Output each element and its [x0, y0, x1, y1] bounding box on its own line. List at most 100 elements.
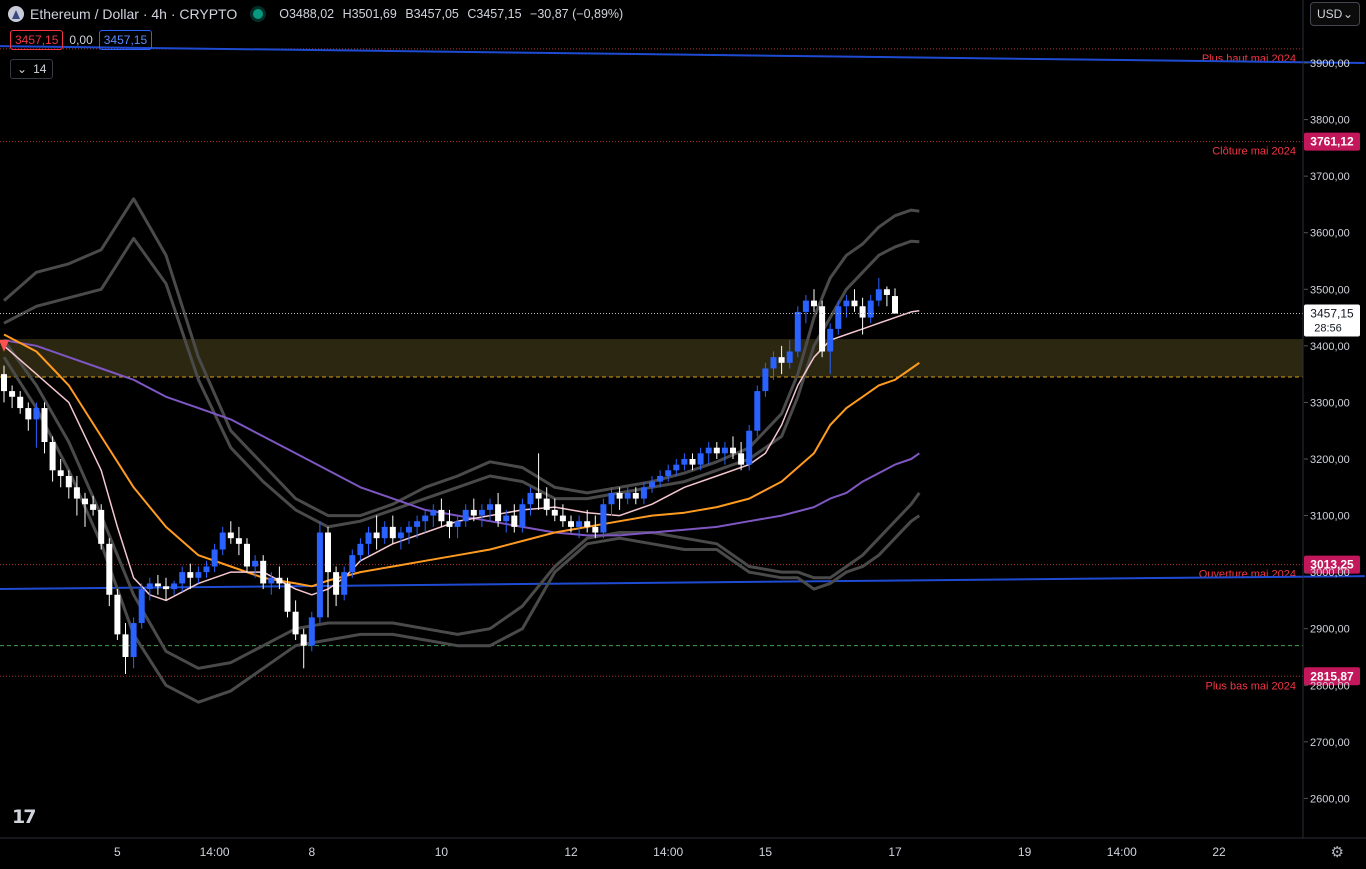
- buy-button[interactable]: 3457,15: [98, 30, 153, 50]
- candle-body: [414, 521, 421, 527]
- candle-body: [406, 526, 412, 533]
- candle-body: [608, 492, 615, 505]
- candle: [673, 458, 680, 476]
- candle: [559, 504, 566, 527]
- level-price-badge: [1304, 667, 1360, 686]
- sell-button[interactable]: 3457,15: [10, 30, 64, 50]
- candle: [163, 577, 169, 601]
- level-name: Plus haut mai 2024: [1202, 53, 1296, 65]
- candle-body: [357, 543, 364, 556]
- candle-body: [252, 560, 259, 567]
- candle-body: [770, 357, 777, 369]
- candle: [300, 628, 307, 669]
- candle-body: [122, 634, 129, 657]
- candle: [649, 475, 655, 493]
- candle: [57, 458, 64, 488]
- candle-body: [308, 617, 315, 646]
- candle: [316, 521, 323, 624]
- candle: [17, 391, 24, 414]
- y-tick-label: 3300,00: [1310, 397, 1350, 409]
- candle: [438, 498, 445, 527]
- bollinger-inner-lower: [2, 339, 921, 670]
- chevron-down-icon: ⌄: [1342, 7, 1353, 21]
- x-tick-label: 15: [759, 845, 773, 859]
- candle: [365, 526, 372, 556]
- candle: [721, 442, 728, 465]
- candle: [875, 277, 882, 307]
- symbol-name[interactable]: Ethereum / Dollar · 4h · CRYPTO: [30, 6, 238, 22]
- level-price-badge: [1304, 132, 1360, 151]
- y-tick-label: 3400,00: [1310, 341, 1350, 353]
- candle-body: [624, 492, 631, 499]
- y-tick-label: 3700,00: [1310, 171, 1350, 183]
- candle: [138, 583, 145, 629]
- candle: [292, 600, 299, 641]
- candle-body: [859, 306, 866, 318]
- candle: [535, 453, 542, 510]
- candle: [576, 515, 583, 539]
- candle: [665, 464, 672, 482]
- candle-body: [559, 515, 566, 522]
- spread-value: 0,00: [69, 33, 93, 47]
- symbol-legend[interactable]: Ethereum / Dollar · 4h · CRYPTO O3488,02…: [8, 4, 628, 24]
- candle-body: [697, 453, 704, 465]
- candle: [90, 495, 97, 516]
- candle: [203, 560, 210, 578]
- candle-body: [640, 487, 647, 499]
- candle-body: [535, 492, 542, 499]
- level-price-label: 3761,12: [1310, 135, 1354, 149]
- candle: [827, 323, 834, 375]
- candle: [883, 286, 890, 307]
- candle: [9, 385, 16, 409]
- candle-body: [576, 521, 583, 527]
- candle-body: [146, 583, 153, 590]
- ma-mid-line: [3, 333, 920, 588]
- candle-body: [454, 521, 461, 527]
- candle-body: [705, 447, 712, 454]
- candle-body: [235, 538, 242, 544]
- candle: [235, 526, 242, 556]
- candle: [786, 340, 793, 369]
- candle: [470, 498, 477, 522]
- candle-body: [851, 300, 858, 307]
- currency-select[interactable]: USD ⌄: [1310, 2, 1360, 26]
- candle-body: [665, 470, 672, 476]
- x-tick-label: 14:00: [653, 845, 683, 859]
- tradingview-logo: 17: [12, 806, 36, 828]
- candle: [333, 566, 340, 607]
- candle: [73, 475, 80, 516]
- candle-body: [794, 311, 801, 352]
- candle-body: [57, 470, 64, 476]
- candle: [154, 574, 161, 595]
- x-tick-label: 22: [1212, 845, 1226, 859]
- candle-body: [203, 566, 210, 573]
- candle: [624, 487, 631, 505]
- candle-body: [65, 475, 72, 488]
- candle-body: [25, 408, 32, 420]
- candle: [1, 365, 7, 403]
- indicators-toggle-button[interactable]: ⌄ 14: [10, 59, 54, 79]
- candle: [867, 294, 874, 324]
- settings-icon[interactable]: ⚙: [1330, 844, 1344, 861]
- candle-body: [600, 504, 607, 533]
- candle-body: [584, 521, 591, 527]
- candle: [406, 521, 412, 544]
- candle: [422, 509, 429, 533]
- indicator-count: 14: [33, 62, 47, 76]
- x-tick-label: 14:00: [200, 845, 230, 859]
- candle: [41, 402, 48, 454]
- candle: [551, 498, 558, 522]
- candle-body: [778, 357, 785, 363]
- level-name: Ouverture mai 2024: [1199, 569, 1296, 581]
- sell-signal-marker: [0, 339, 9, 352]
- candle-body: [179, 572, 186, 584]
- candle: [25, 402, 32, 431]
- candle-body: [365, 532, 372, 544]
- candle-body: [292, 611, 299, 635]
- candle-body: [430, 509, 437, 516]
- candle-body: [462, 509, 469, 522]
- candle-body: [244, 543, 250, 567]
- candle: [33, 402, 40, 448]
- candle-body: [721, 447, 728, 454]
